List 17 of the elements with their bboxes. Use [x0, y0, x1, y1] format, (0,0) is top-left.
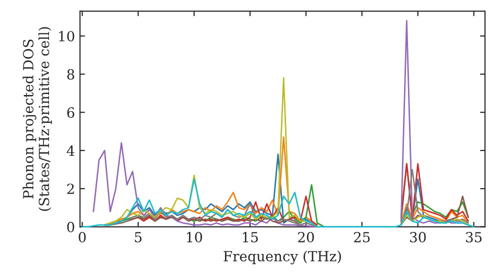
x-tick-label: 30 [410, 232, 426, 242]
x-axis-title: Frequency (THz) [224, 250, 341, 264]
line-series [82, 178, 475, 228]
x-tick-label: 0 [78, 232, 86, 242]
y-tick-label: 10 [59, 30, 74, 42]
y-tick-label: 4 [66, 145, 74, 156]
x-tick-label: 20 [298, 232, 314, 242]
y-tick-label: 0 [67, 222, 74, 232]
y-axis-title: Phonon projected DOS (States/THz·primitive cell) [22, 27, 52, 211]
x-tick-label: 35 [466, 232, 482, 242]
x-tick-label: 15 [242, 232, 258, 242]
x-tick-label: 5 [134, 232, 142, 242]
x-tick-label: 25 [354, 232, 370, 242]
y-tick-label: 6 [67, 107, 74, 118]
y-tick-label: 2 [67, 184, 74, 194]
y-tick-label: 8 [67, 69, 74, 80]
x-tick-label: 10 [186, 232, 202, 242]
